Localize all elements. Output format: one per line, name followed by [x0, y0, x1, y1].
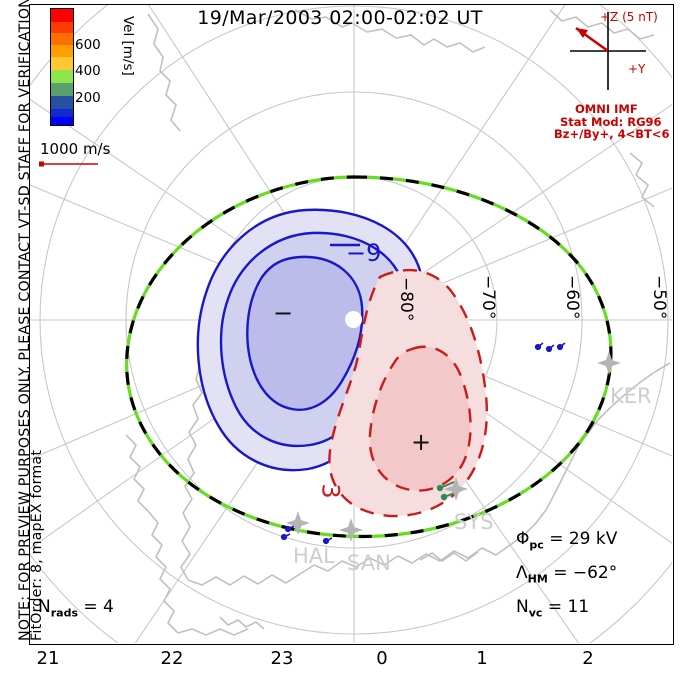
imf-statmodel-label: Stat Mod: RG96: [560, 115, 662, 129]
colorbar-gradient: [50, 8, 74, 126]
station-label-san: SAN: [347, 551, 391, 575]
negative-cell-marker: −: [273, 299, 294, 327]
latitude-label-50: −50°: [649, 275, 669, 320]
contour-label-negative: −9: [346, 239, 382, 267]
mlt-tick-0: 0: [376, 648, 388, 669]
station-markers: [286, 351, 621, 542]
vector-scale-arrow: [39, 161, 98, 167]
colorbar-band-2: [51, 33, 73, 45]
colorbar-band-9: [51, 116, 73, 125]
colorbar-band-3: [51, 44, 73, 58]
stat-lambda-value: = −62°: [553, 563, 618, 583]
imf-y-label: +Y: [628, 62, 646, 76]
stat-nrads-value: = 4: [83, 597, 114, 617]
stat-lambda-hm: ΛHM = −62°: [516, 563, 617, 585]
station-label-hal: HAL: [293, 544, 335, 568]
latitude-label-70: −70°: [478, 275, 498, 320]
stat-phi-pc: Φpc = 29 kV: [516, 529, 617, 551]
latitude-label-80: −80°: [396, 277, 416, 322]
colorbar-band-7: [51, 95, 73, 110]
stat-lambda-subscript: HM: [527, 572, 548, 586]
mlt-axis: 2122230123: [29, 648, 674, 674]
stat-phi-value: = 29 kV: [549, 529, 618, 549]
latitude-label-60: −60°: [562, 275, 582, 320]
hm-boundary-dashes: [125, 175, 613, 539]
station-label-ker: KER: [610, 384, 652, 408]
colorbar-band-5: [51, 69, 73, 84]
velocity-colorbar: Vel [m/s] 600 400 200: [50, 8, 136, 126]
plot-area: −80° −70° −60° −50° KER SYS HAL SAN −9 3…: [29, 4, 674, 645]
coastline-overlay: [125, 9, 671, 636]
stat-nvc-value: = 11: [547, 597, 590, 617]
page-title: 19/Mar/2003 02:00-02:02 UT: [197, 7, 483, 29]
contour-label-positive: 3: [316, 483, 345, 499]
stat-nvc-subscript: vc: [528, 606, 543, 620]
imf-clock-dial: +Z (5 nT) +Y OMNI IMF Stat Mod: RG96 Bz+…: [548, 4, 678, 141]
colorbar-band-6: [51, 83, 73, 96]
colorbar-tick-400: 400: [75, 63, 101, 80]
colorbar-tick-600: 600: [75, 36, 101, 53]
mlt-tick-1: 1: [476, 648, 488, 669]
colorbar-band-8: [51, 109, 73, 117]
stat-nrads-symbol: N: [38, 597, 51, 617]
colorbar-axis-label: Vel [m/s]: [120, 16, 136, 76]
mlt-tick-23: 23: [270, 648, 294, 669]
colorbar-band-0: [51, 9, 73, 22]
colorbar-band-4: [51, 57, 73, 70]
colorbar-tick-200: 200: [75, 89, 101, 106]
imf-z-label: +Z (5 nT): [600, 10, 658, 24]
vector-scale-label: 1000 m/s: [40, 140, 111, 158]
stat-lambda-symbol: Λ: [516, 563, 528, 583]
hm-point-marker: [345, 311, 362, 328]
stat-phi-symbol: Φ: [516, 529, 530, 549]
stat-phi-subscript: pc: [529, 538, 544, 552]
mlt-tick-21: 21: [36, 648, 60, 669]
station-label-sys: SYS: [454, 510, 494, 534]
imf-condition-label: Bz+/By+, 4<BT<6: [554, 127, 670, 141]
mlt-tick-2: 2: [582, 648, 594, 669]
stat-nvc-symbol: N: [516, 597, 529, 617]
imf-axes: [570, 12, 646, 90]
polar-map-svg: [30, 5, 672, 643]
positive-cell-marker: +: [411, 428, 432, 456]
mlt-tick-22: 22: [160, 648, 184, 669]
colorbar-band-1: [51, 21, 73, 34]
imf-source-label: OMNI IMF: [575, 102, 638, 116]
stat-n-vc: Nvc = 11: [516, 597, 589, 619]
positive-potential-cell: [328, 268, 489, 518]
stat-n-rads: Nrads = 4: [38, 597, 114, 619]
stat-nrads-subscript: rads: [50, 606, 78, 620]
